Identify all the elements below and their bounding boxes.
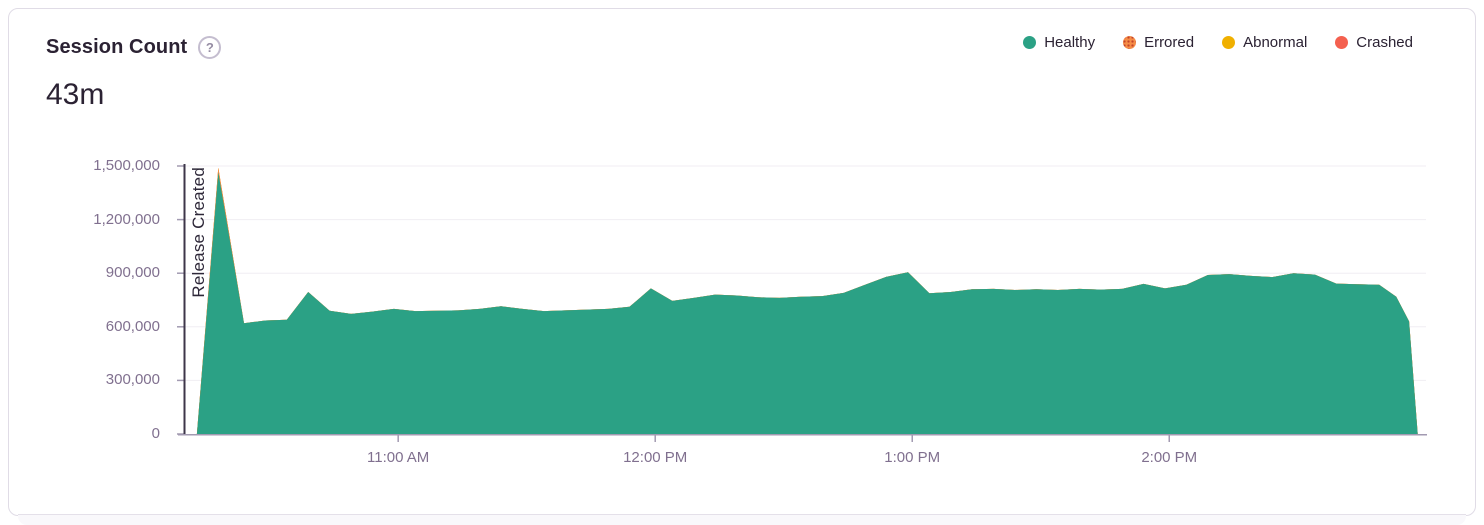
crashed-status-dot-icon [1335,36,1349,49]
legend-label: Crashed [1356,34,1413,51]
legend-item-crashed[interactable]: Crashed [1335,34,1413,51]
legend-item-abnormal[interactable]: Abnormal [1222,34,1307,51]
session-total-value: 43m [46,78,105,111]
help-icon[interactable]: ? [198,36,222,59]
widget-title: Session Count [46,36,188,58]
legend-item-errored[interactable]: Errored [1123,34,1194,51]
abnormal-status-dot-icon [1222,36,1236,49]
chart-legend: Healthy Errored Abnormal Crashed [1023,34,1413,51]
healthy-status-dot-icon [1023,36,1037,49]
legend-label: Abnormal [1243,34,1308,51]
errored-status-dot-icon [1123,36,1137,49]
legend-label: Healthy [1044,34,1096,51]
legend-label: Errored [1144,34,1195,51]
widget-header: Session Count ? [46,36,222,59]
legend-item-healthy[interactable]: Healthy [1023,34,1095,51]
healthy-area-series[interactable] [196,172,1418,435]
